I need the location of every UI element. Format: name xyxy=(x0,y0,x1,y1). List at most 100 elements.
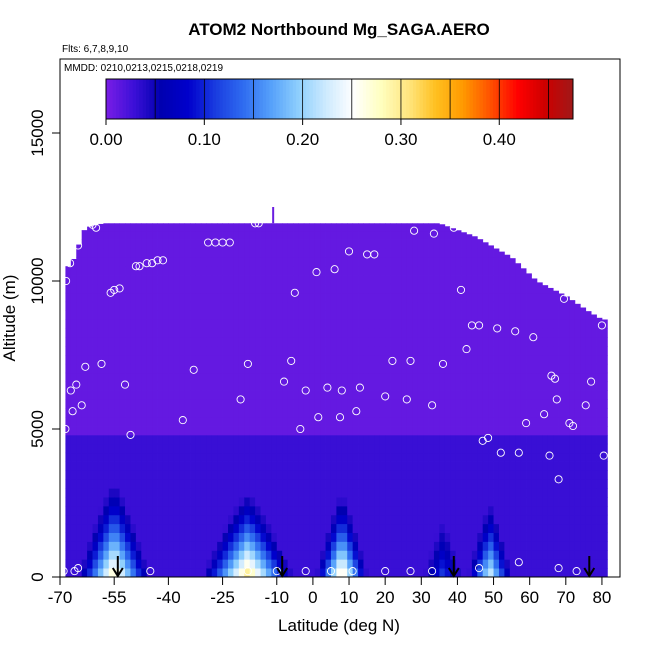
heatmap-cell xyxy=(233,328,240,338)
heatmap-cell xyxy=(471,390,478,400)
heatmap-cell xyxy=(108,426,115,436)
heatmap-cell xyxy=(184,301,191,311)
heatmap-cell xyxy=(396,223,402,232)
heatmap-cell xyxy=(293,363,299,374)
heatmap-cell xyxy=(488,381,494,391)
heatmap-cell xyxy=(293,550,299,560)
heatmap-cell xyxy=(461,337,467,347)
heatmap-cell xyxy=(195,417,202,427)
heatmap-cell xyxy=(184,488,191,498)
heatmap-cell xyxy=(233,514,240,525)
heatmap-cell xyxy=(580,497,587,507)
heatmap-cell xyxy=(125,319,131,329)
heatmap-cell xyxy=(526,461,532,471)
heatmap-cell xyxy=(390,443,397,454)
heatmap-cell xyxy=(249,550,256,560)
heatmap-cell xyxy=(97,363,104,374)
heatmap-cell xyxy=(255,239,261,249)
heatmap-cell xyxy=(222,372,229,383)
heatmap-cell xyxy=(547,390,554,400)
heatmap-cell xyxy=(509,266,516,276)
flight-arrow-head xyxy=(276,567,289,578)
heatmap-cell xyxy=(553,290,559,294)
heatmap-cell xyxy=(601,417,608,427)
heatmap-cell xyxy=(406,292,413,303)
heatmap-cell xyxy=(433,532,440,542)
x-tick-label: -40 xyxy=(156,588,181,607)
heatmap-cell xyxy=(211,497,218,507)
heatmap-cell xyxy=(222,230,229,240)
heatmap-cell xyxy=(217,239,223,249)
heatmap-cell xyxy=(368,470,375,480)
heatmap-cell xyxy=(531,337,538,347)
heatmap-cell xyxy=(157,461,164,471)
sample-point xyxy=(540,410,549,419)
heatmap-cell xyxy=(574,568,581,578)
heatmap-cell xyxy=(330,497,337,507)
heatmap-cell xyxy=(352,239,359,249)
heatmap-cell xyxy=(504,254,511,258)
heatmap-cell xyxy=(352,408,359,418)
heatmap-cell xyxy=(358,223,364,232)
heatmap-cell xyxy=(206,328,213,338)
heatmap-cell xyxy=(119,523,126,533)
heatmap-cell xyxy=(260,514,267,525)
heatmap-cell xyxy=(249,408,256,418)
heatmap-cell xyxy=(341,301,348,311)
heatmap-cell xyxy=(303,275,310,285)
heatmap-cell xyxy=(293,434,299,445)
heatmap-cell xyxy=(569,443,576,454)
heatmap-cell xyxy=(298,443,305,454)
heatmap-cell xyxy=(135,328,142,338)
heatmap-cell xyxy=(520,514,527,525)
heatmap-cell xyxy=(287,283,294,294)
heatmap-cell xyxy=(406,461,413,471)
heatmap-cell xyxy=(255,470,261,480)
heatmap-cell xyxy=(135,497,142,507)
heatmap-cell xyxy=(282,355,289,365)
heatmap-cell xyxy=(255,257,261,267)
heatmap-cell xyxy=(184,568,191,578)
heatmap-cell xyxy=(162,470,169,480)
heatmap-cell xyxy=(119,470,126,480)
heatmap-cell xyxy=(347,301,354,311)
heatmap-cell xyxy=(439,568,446,578)
heatmap-cell xyxy=(585,452,592,462)
heatmap-cell xyxy=(450,399,457,409)
heatmap-cell xyxy=(396,399,402,409)
heatmap-cell xyxy=(569,355,576,365)
heatmap-cell xyxy=(314,479,321,489)
colorbar-segment xyxy=(522,79,527,119)
heatmap-cell xyxy=(493,301,500,311)
heatmap-cell xyxy=(152,399,158,409)
heatmap-cell xyxy=(558,301,565,311)
heatmap-cell xyxy=(580,399,587,409)
heatmap-cell xyxy=(493,372,500,383)
heatmap-cell xyxy=(466,363,473,374)
heatmap-cell xyxy=(92,408,99,418)
heatmap-cell xyxy=(515,559,522,569)
heatmap-cell xyxy=(542,550,549,560)
heatmap-cell xyxy=(228,452,234,462)
heatmap-cell xyxy=(347,275,354,285)
heatmap-cell xyxy=(179,532,186,542)
heatmap-cell xyxy=(125,346,131,356)
heatmap-cell xyxy=(92,230,99,240)
heatmap-cell xyxy=(303,497,310,507)
heatmap-cell xyxy=(515,263,522,267)
heatmap-cell xyxy=(211,372,218,383)
heatmap-cell xyxy=(358,257,364,267)
heatmap-cell xyxy=(260,230,267,240)
heatmap-cell xyxy=(558,408,565,418)
heatmap-cell xyxy=(412,381,419,391)
heatmap-cell xyxy=(363,452,370,462)
heatmap-cell xyxy=(76,363,83,374)
heatmap-cell xyxy=(157,301,164,311)
colorbar-segment xyxy=(109,79,114,119)
heatmap-cell xyxy=(585,372,592,383)
heatmap-cell xyxy=(466,514,473,525)
heatmap-cell xyxy=(103,223,110,232)
heatmap-cell xyxy=(482,328,489,338)
heatmap-cell xyxy=(358,532,364,542)
heatmap-cell xyxy=(536,381,543,391)
